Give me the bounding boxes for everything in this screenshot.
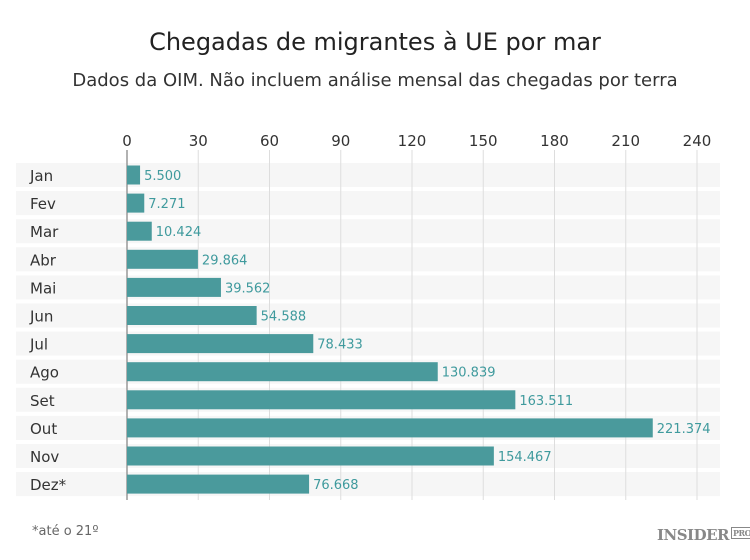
category-label: Out — [30, 420, 57, 438]
footnote: *até o 21º — [32, 524, 99, 539]
chart-subtitle: Dados da OIM. Não incluem análise mensal… — [72, 70, 678, 91]
data-label: 5.500 — [144, 169, 181, 184]
bar — [127, 249, 198, 269]
bar — [127, 193, 145, 213]
category-label: Mai — [30, 279, 56, 297]
row-band — [16, 472, 720, 497]
row-band — [16, 163, 720, 187]
category-label: Jun — [29, 308, 53, 326]
category-label: Jan — [29, 167, 53, 185]
x-tick-label: 210 — [611, 132, 640, 150]
bar — [127, 334, 314, 354]
x-tick-label: 60 — [260, 132, 279, 150]
data-label: 163.511 — [519, 394, 573, 409]
category-label: Fev — [30, 195, 56, 213]
row-band — [16, 303, 720, 328]
category-label: Set — [30, 392, 55, 410]
x-tick-label: 30 — [189, 132, 208, 150]
bar — [127, 362, 438, 382]
bar — [127, 306, 257, 325]
data-label: 39.562 — [225, 281, 271, 296]
bar — [127, 165, 141, 185]
x-tick-label: 180 — [540, 132, 569, 150]
row-band — [16, 191, 720, 216]
logo-badge: PRO — [730, 527, 750, 539]
data-label: 221.374 — [657, 422, 711, 437]
bar — [127, 277, 221, 297]
bar — [127, 221, 152, 241]
logo-text: INSIDER — [657, 526, 729, 544]
category-label: Jul — [29, 336, 48, 354]
data-label: 154.467 — [498, 450, 552, 465]
data-label: 54.588 — [261, 310, 307, 325]
data-label: 29.864 — [202, 253, 248, 268]
row-band — [16, 219, 720, 244]
data-label: 130.839 — [442, 366, 496, 381]
category-label: Mar — [30, 223, 59, 241]
x-tick-label: 120 — [398, 132, 427, 150]
row-band — [16, 331, 720, 356]
category-label: Dez* — [30, 476, 67, 494]
data-label: 78.433 — [317, 338, 363, 353]
bar — [127, 390, 516, 410]
x-tick-label: 90 — [331, 132, 350, 150]
x-tick-label: 240 — [683, 132, 712, 150]
chart-title: Chegadas de migrantes à UE por mar — [149, 28, 601, 56]
data-label: 76.668 — [313, 478, 359, 493]
category-label: Abr — [30, 251, 57, 269]
category-label: Nov — [30, 448, 59, 466]
bar — [127, 446, 494, 466]
bar — [127, 474, 310, 494]
x-tick-label: 0 — [122, 132, 132, 150]
bar — [127, 418, 653, 438]
data-label: 7.271 — [148, 197, 185, 212]
row-band — [16, 275, 720, 300]
category-label: Ago — [30, 364, 59, 382]
row-band — [16, 247, 720, 272]
data-label: 10.424 — [156, 225, 202, 240]
insider-pro-logo: INSIDER PRO — [657, 526, 750, 544]
x-tick-label: 150 — [469, 132, 498, 150]
